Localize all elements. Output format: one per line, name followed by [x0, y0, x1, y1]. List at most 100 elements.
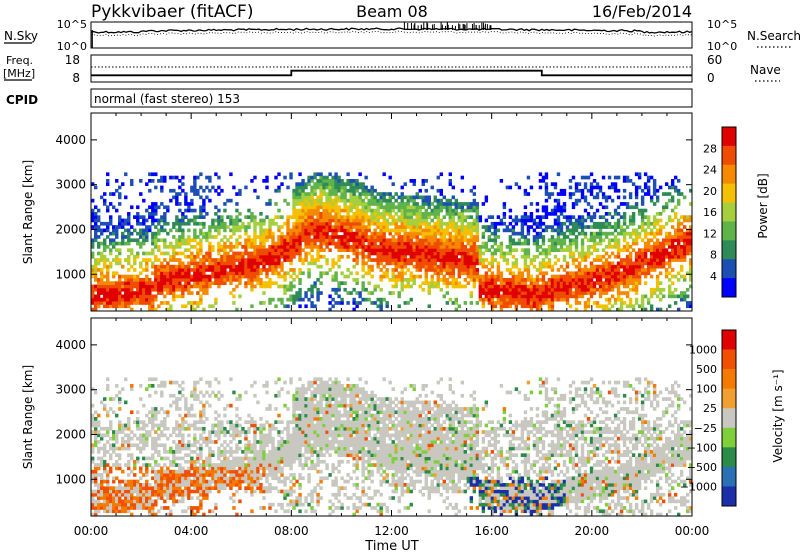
power-cell	[130, 264, 134, 269]
power-cell	[385, 241, 389, 246]
power-cell	[466, 271, 471, 276]
velocity-cell	[97, 492, 101, 497]
power-cell	[316, 297, 320, 302]
power-cell	[520, 241, 525, 246]
power-cell	[643, 248, 648, 252]
power-cell	[145, 294, 149, 299]
velocity-cell	[142, 420, 146, 424]
velocity-cell	[130, 502, 134, 507]
power-cell	[391, 278, 395, 282]
power-cell	[352, 198, 356, 203]
power-cell	[334, 205, 338, 210]
power-cell	[181, 268, 185, 272]
power-cell	[448, 215, 452, 219]
power-cell	[667, 254, 672, 259]
power-cell	[424, 195, 428, 200]
velocity-cell	[133, 473, 137, 477]
power-cell	[532, 221, 537, 226]
power-cell	[340, 182, 344, 186]
power-cell	[127, 301, 131, 305]
power-cell	[640, 228, 645, 233]
power-cell	[640, 188, 645, 193]
power-cell	[565, 271, 570, 276]
power-cell	[205, 251, 209, 256]
velocity-cell	[142, 463, 146, 467]
power-cell	[298, 192, 302, 196]
power-cell	[349, 228, 353, 233]
power-cell	[130, 281, 134, 285]
power-cell	[547, 192, 552, 196]
power-cell	[370, 238, 374, 243]
power-cell	[577, 215, 582, 219]
power-cell	[109, 192, 113, 196]
power-cell	[619, 202, 624, 206]
power-cell	[334, 198, 338, 203]
power-cell	[187, 301, 191, 305]
velocity-cell	[106, 433, 110, 438]
power-cell	[505, 228, 510, 233]
power-cell	[508, 284, 513, 289]
power-cell	[529, 281, 534, 285]
power-cell	[352, 212, 356, 216]
power-cell	[310, 284, 314, 289]
power-cell	[310, 198, 314, 203]
power-cell	[370, 231, 374, 236]
velocity-cell	[94, 433, 98, 438]
velocity-cell	[91, 473, 95, 477]
power-cell	[211, 218, 215, 223]
power-cell	[262, 284, 266, 289]
power-cell	[433, 248, 437, 252]
power-cell	[475, 225, 480, 229]
power-cell	[433, 231, 437, 236]
power-cell	[583, 251, 588, 256]
velocity-cell	[130, 486, 134, 490]
power-cell	[139, 192, 143, 196]
power-cell	[583, 271, 588, 276]
power-cell	[340, 238, 344, 243]
power-cell	[364, 235, 368, 239]
power-cell	[541, 215, 546, 219]
power-cell	[421, 281, 425, 285]
velocity-cell	[136, 426, 140, 431]
power-cell	[364, 248, 368, 252]
power-cell	[634, 284, 639, 289]
power-cell	[502, 278, 507, 282]
power-cell	[689, 271, 693, 276]
power-cell	[481, 287, 486, 292]
power-cell	[250, 264, 254, 269]
power-cell	[679, 291, 684, 295]
power-cell	[343, 228, 347, 233]
power-cell	[541, 281, 546, 285]
power-cell	[403, 202, 407, 206]
power-cell	[139, 221, 143, 226]
velocity-cell	[91, 423, 95, 428]
power-cell	[406, 248, 410, 252]
power-cell	[376, 208, 380, 213]
power-cell	[166, 274, 170, 279]
power-cell	[430, 235, 434, 239]
velocity-cell	[112, 476, 116, 481]
power-cell	[364, 192, 368, 196]
power-cell	[580, 192, 585, 196]
power-cell	[598, 241, 603, 246]
power-cell	[424, 212, 428, 216]
power-cell	[400, 251, 404, 256]
power-cell	[121, 301, 125, 305]
power-cell	[112, 274, 116, 279]
power-cell	[445, 221, 449, 226]
power-cell	[568, 248, 573, 252]
power-cell	[382, 271, 386, 276]
velocity-cell	[127, 502, 131, 507]
power-cell	[337, 238, 341, 243]
power-cell	[145, 287, 149, 292]
power-cell	[424, 179, 428, 183]
power-cell	[301, 225, 305, 229]
power-cell	[181, 188, 185, 193]
power-cell	[277, 274, 281, 279]
power-cell	[115, 258, 119, 262]
power-cell	[682, 245, 687, 249]
power-cell	[361, 251, 365, 256]
power-cell	[472, 258, 477, 262]
power-cell	[217, 264, 221, 269]
power-cell	[643, 215, 648, 219]
